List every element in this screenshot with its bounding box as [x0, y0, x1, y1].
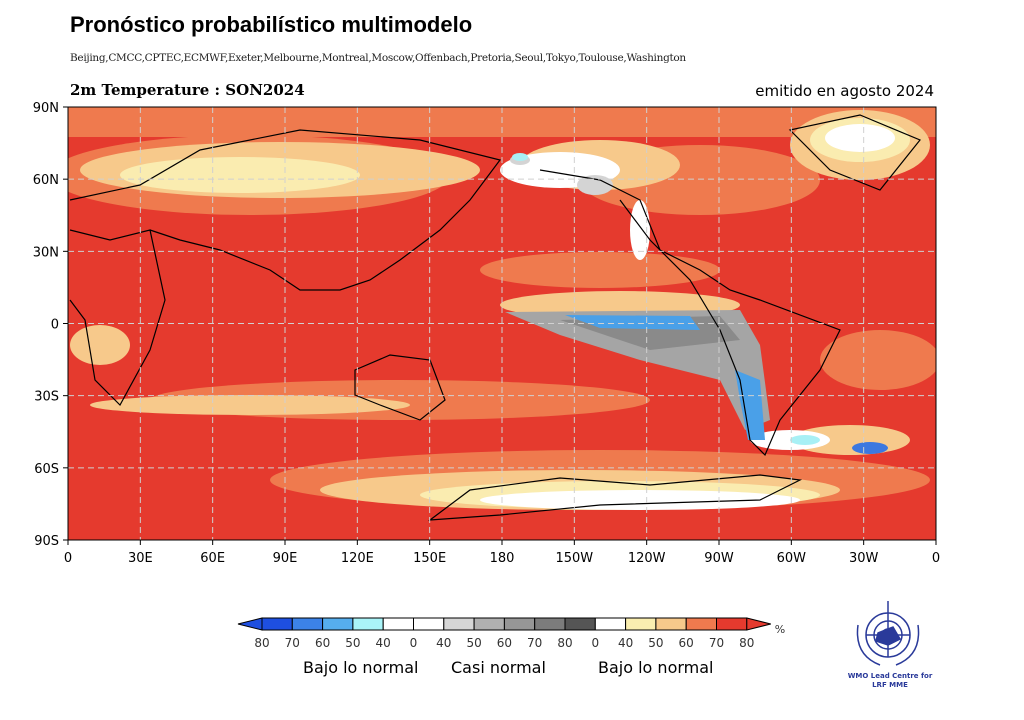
- lon-label: 60E: [200, 551, 225, 566]
- lon-label: 90E: [273, 551, 298, 566]
- colorbar-tick-label: 60: [315, 636, 330, 650]
- colorbar-tick-label: 80: [739, 636, 754, 650]
- colorbar-segment: [716, 617, 748, 631]
- colorbar-segment: [413, 617, 445, 631]
- colorbar-segment: [473, 617, 505, 631]
- issued-date: emitido en agosto 2024: [755, 82, 934, 100]
- lat-label: 0: [51, 318, 59, 333]
- lon-label: 150E: [413, 551, 446, 566]
- colorbar-tick-label: 50: [466, 636, 481, 650]
- colorbar-segment: [443, 617, 475, 631]
- axes: 0 30E 60E 90E 120E 150E 180 150W 120W 90W 60W 30W 09…: [33, 101, 940, 566]
- colorbar-segment: [534, 617, 566, 631]
- colorbar-segment: [564, 617, 596, 631]
- category-normal: Casi normal: [451, 658, 546, 677]
- colorbar-segment: [594, 617, 627, 631]
- lon-label: 150W: [555, 551, 593, 566]
- probability-field: [68, 107, 936, 540]
- colorbar-segment: [625, 617, 657, 631]
- colorbar-tick-label: 50: [345, 636, 360, 650]
- colorbar-tick-label: 40: [376, 636, 391, 650]
- colorbar-tick-label: 70: [527, 636, 542, 650]
- lon-label: 30E: [128, 551, 153, 566]
- colorbar-tick-label: 70: [285, 636, 300, 650]
- lon-label: 0: [932, 551, 940, 566]
- colorbar-segment: [382, 617, 415, 631]
- lat-label: 30S: [34, 390, 59, 405]
- lon-label: 30W: [849, 551, 879, 566]
- lon-label: 120W: [628, 551, 666, 566]
- logo-text: WMO Lead Centre for LRF MME: [847, 672, 933, 689]
- colorbar-segment: [352, 617, 384, 631]
- colorbar-segment: [685, 617, 718, 631]
- gridlines: [68, 107, 936, 540]
- colorbar-tick-label: 50: [648, 636, 663, 650]
- lon-label: 120E: [341, 551, 374, 566]
- colorbar-arrow-low: [237, 617, 263, 631]
- colorbar: 80 70 60 50 40 0 40 50 60 70 80 0 40 50 60 70 80%: [237, 617, 785, 650]
- page-title: Pronóstico probabilístico multimodelo: [70, 12, 473, 37]
- lon-label: 180: [490, 551, 515, 566]
- category-above: Bajo lo normal: [598, 658, 714, 677]
- category-below: Bajo lo normal: [303, 658, 419, 677]
- colorbar-segment: [261, 617, 293, 631]
- colorbar-arrow-high: [746, 617, 771, 631]
- wmo-logo: [856, 601, 920, 666]
- lat-label: 60N: [33, 173, 59, 188]
- coastlines: [69, 114, 921, 521]
- lat-label: 30N: [33, 245, 59, 260]
- colorbar-tick-label: 0: [591, 636, 599, 650]
- colorbar-unit: %: [775, 623, 785, 636]
- lat-label: 90N: [33, 101, 59, 116]
- colorbar-segment: [291, 617, 324, 631]
- colorbar-tick-label: 0: [410, 636, 418, 650]
- lon-label: 0: [64, 551, 72, 566]
- lon-label: 60W: [777, 551, 807, 566]
- colorbar-segment: [655, 617, 687, 631]
- colorbar-tick-label: 60: [679, 636, 694, 650]
- colorbar-tick-label: 80: [254, 636, 269, 650]
- colorbar-tick-label: 70: [709, 636, 724, 650]
- colorbar-tick-label: 40: [618, 636, 633, 650]
- model-list: Beijing,CMCC,CPTEC,ECMWF,Exeter,Melbourn…: [70, 52, 686, 64]
- colorbar-tick-label: 80: [557, 636, 572, 650]
- colorbar-segment: [322, 617, 354, 631]
- colorbar-tick-label: 40: [436, 636, 451, 650]
- plot-title: 2m Temperature : SON2024: [70, 81, 305, 99]
- colorbar-tick-label: 60: [497, 636, 512, 650]
- lat-label: 90S: [34, 534, 59, 549]
- lon-label: 90W: [704, 551, 734, 566]
- lat-label: 60S: [34, 462, 59, 477]
- colorbar-segment: [503, 617, 536, 631]
